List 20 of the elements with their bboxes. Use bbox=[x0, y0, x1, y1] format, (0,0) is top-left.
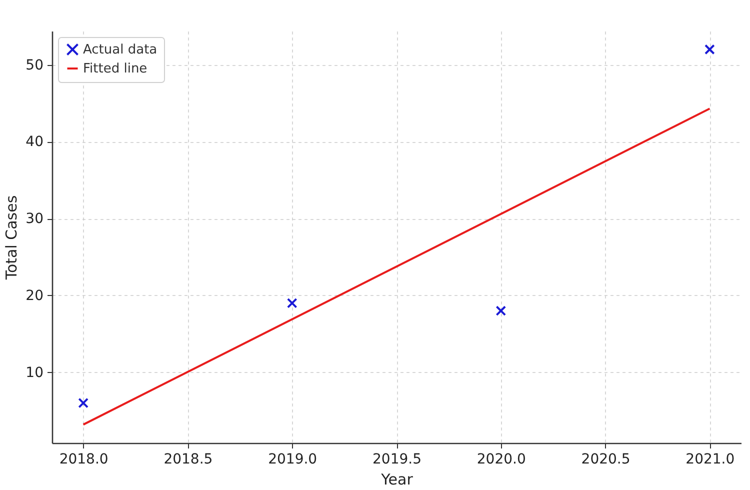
x-tick-label: 2018.5 bbox=[164, 452, 213, 468]
x-tick-label: 2020.0 bbox=[476, 452, 526, 468]
y-tick-label: 30 bbox=[26, 211, 44, 228]
y-tick-label: 50 bbox=[26, 57, 44, 74]
point bbox=[496, 306, 506, 316]
y-tick-label: 10 bbox=[26, 364, 44, 381]
point bbox=[704, 44, 715, 55]
y-tick-label: 20 bbox=[26, 288, 44, 304]
legend-label: Actual data bbox=[83, 42, 158, 58]
x-tick-label: 2018.0 bbox=[59, 452, 108, 468]
x-tick-label: 2021.0 bbox=[686, 452, 735, 468]
point bbox=[78, 398, 88, 408]
x-tick-label: 2019.5 bbox=[372, 452, 422, 468]
y-axis-title: Total Cases bbox=[2, 195, 21, 281]
x-tick-label: 2019.0 bbox=[268, 452, 318, 468]
point bbox=[286, 298, 298, 308]
x-axis-title: Year bbox=[380, 470, 414, 488]
y-tick-label: 40 bbox=[26, 134, 44, 150]
legend-label: Fitted line bbox=[83, 62, 148, 76]
x-tick-label: 2020.5 bbox=[581, 452, 630, 468]
